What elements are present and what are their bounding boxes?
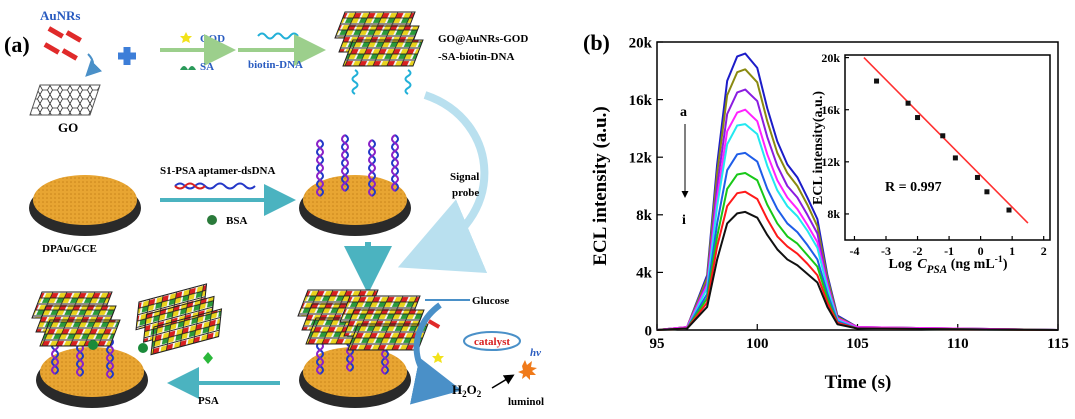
h2o2-part: 2 — [477, 389, 482, 399]
label-aunrs: AuNRs — [40, 8, 80, 23]
plus — [118, 47, 136, 65]
label-god: GOD — [200, 33, 225, 45]
label-go: GO — [58, 120, 78, 135]
y-tick-label: 0 — [645, 323, 653, 339]
helix — [342, 135, 348, 191]
page: Figure {"schematic": { "panel_label": "(… — [0, 0, 1075, 414]
x-tick-label: 105 — [846, 336, 869, 352]
label-probe: -SA-biotin-DNA — [438, 51, 514, 63]
panel-label: (b) — [583, 30, 610, 55]
label-probe: GO@AuNRs-GOD — [438, 33, 528, 45]
y-tick-label: 12k — [629, 150, 653, 166]
y-axis-label: ECL intensity(a.u.) — [811, 91, 826, 205]
god-icon — [432, 352, 444, 363]
label-catalyst: catalyst — [474, 336, 510, 348]
y-tick-label: 20k — [629, 35, 653, 51]
psa-icon — [203, 352, 213, 364]
data-point — [975, 175, 980, 180]
data-point — [940, 133, 945, 138]
label-h2o2: H2O2 — [452, 382, 482, 399]
x-tick-label: -2 — [913, 244, 923, 258]
data-point — [874, 79, 879, 84]
label-biotin-dna: biotin-DNA — [248, 59, 303, 71]
electrode — [29, 175, 141, 236]
y-tick-label: 4k — [636, 266, 653, 282]
label-signal: probe — [452, 187, 479, 199]
y-tick-label: 20k — [821, 51, 840, 65]
schematic: (a) AuNRs GO GOD SA biotin-DNA GO@AuNRs-… — [4, 8, 544, 408]
psa-bound — [138, 343, 148, 353]
x-tick-label: 100 — [746, 336, 769, 352]
label-sa: SA — [200, 61, 214, 73]
x-tick-label: 1 — [1009, 244, 1015, 258]
dna-tail — [353, 70, 358, 94]
bsa-icon — [207, 215, 217, 225]
x-axis-label: Time (s) — [825, 372, 892, 393]
sa-icon — [180, 66, 196, 70]
x-tick-label: 0 — [978, 244, 984, 258]
arrow — [88, 54, 93, 74]
psa-bound — [88, 340, 98, 350]
y-tick-label: 8k — [827, 207, 840, 221]
x-axis-label-part: PSA — [927, 264, 948, 276]
helix — [369, 140, 375, 196]
x-tick-label: -4 — [849, 244, 859, 258]
x-tick-label: 2 — [1041, 244, 1047, 258]
annotation: R = 0.997 — [885, 180, 942, 195]
helix — [392, 135, 398, 191]
x-tick-label: -3 — [881, 244, 891, 258]
label-psa: PSA — [198, 395, 219, 407]
go-sheet — [30, 85, 100, 115]
label-hv: hv — [530, 347, 541, 359]
x-axis-label-part: -1 — [995, 254, 1003, 265]
data-point — [915, 115, 920, 120]
x-tick-label: -1 — [944, 244, 954, 258]
label-luminol: luminol — [508, 396, 544, 408]
figure: (a) AuNRs GO GOD SA biotin-DNA GO@AuNRs-… — [0, 0, 1075, 414]
label-glucose: Glucose — [472, 295, 509, 307]
x-axis-label-part: (ng mL — [947, 257, 994, 272]
data-point — [1007, 208, 1012, 213]
label-bsa: BSA — [226, 215, 247, 227]
signal-probe-stack — [335, 12, 423, 66]
dna-icon — [258, 34, 298, 39]
x-tick-label: 110 — [947, 336, 969, 352]
aunr-icon — [428, 319, 440, 328]
h2o2-part: H — [452, 382, 462, 397]
data-point — [906, 101, 911, 106]
probe-stack — [32, 292, 120, 346]
x-axis-label-part: Log — [888, 257, 915, 272]
data-point — [953, 155, 958, 160]
y-axis-label: ECL intensity (a.u.) — [590, 106, 611, 265]
label-aptamer: S1-PSA aptamer-dsDNA — [160, 165, 275, 177]
x-tick-label: 115 — [1047, 336, 1069, 352]
h2o2-part: O — [467, 382, 477, 397]
label-signal: Signal — [450, 171, 479, 183]
electrode — [299, 347, 411, 408]
panel-label: (a) — [4, 32, 30, 57]
annotation: i — [682, 213, 686, 228]
x-axis-label-part: ) — [1003, 257, 1008, 272]
label-electrode: DPAu/GCE — [42, 243, 97, 255]
arrow — [492, 376, 512, 388]
annotation: a — [680, 105, 687, 120]
page-body: (a) AuNRs GO GOD SA biotin-DNA GO@AuNRs-… — [0, 0, 1075, 414]
dna-tail — [406, 70, 411, 94]
data-point — [984, 189, 989, 194]
aunrs-rods — [44, 26, 82, 60]
y-tick-label: 16k — [629, 93, 653, 109]
y-tick-label: 8k — [636, 208, 653, 224]
hv-burst — [518, 360, 537, 380]
god-icon — [180, 32, 192, 43]
helix — [317, 140, 323, 196]
